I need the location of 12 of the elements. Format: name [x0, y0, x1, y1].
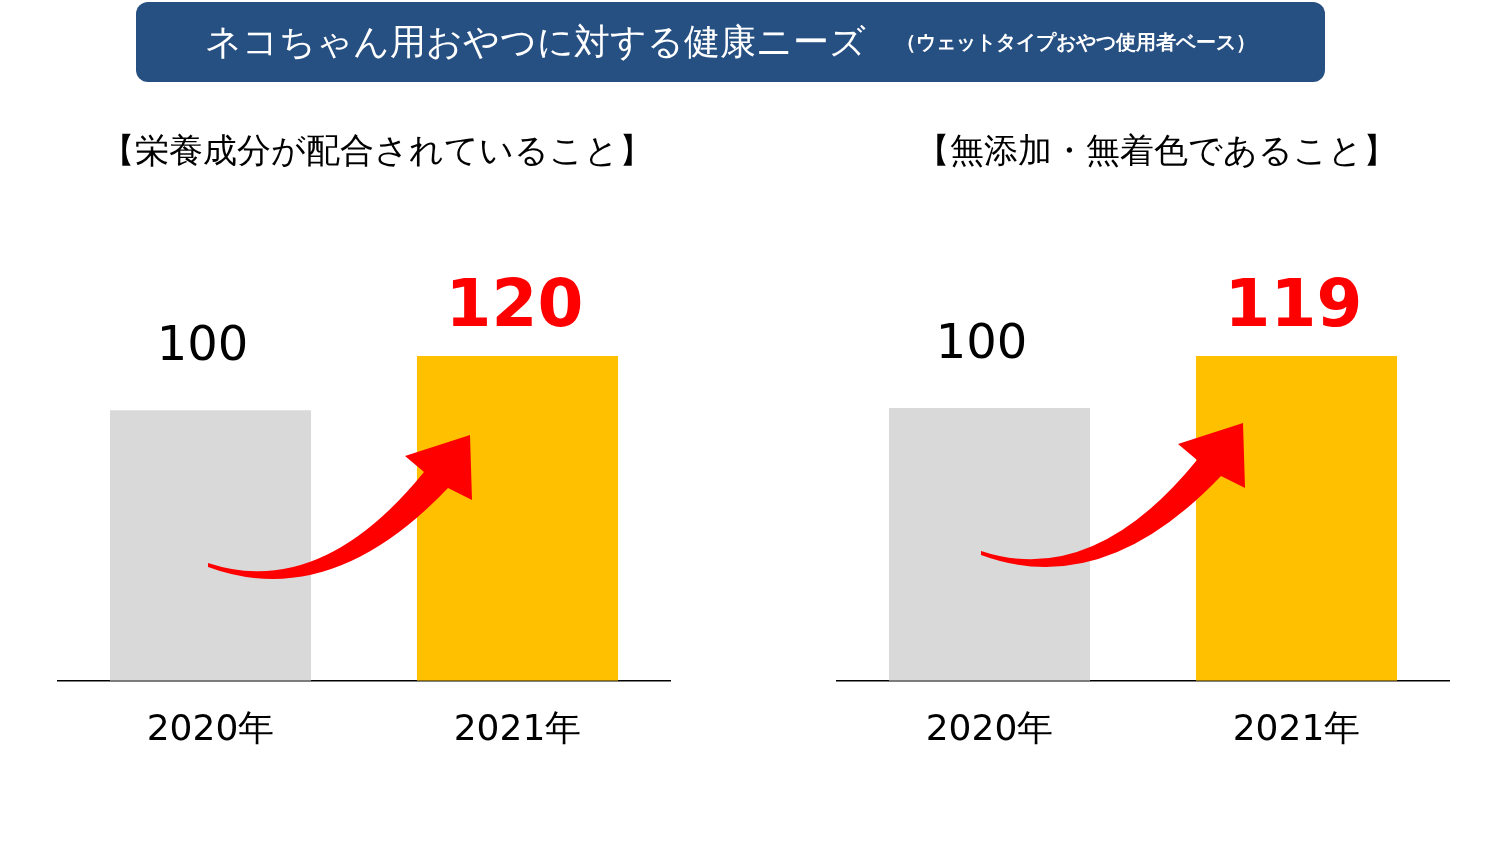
chart-title: 【栄養成分が配合されていること】 [101, 130, 653, 170]
x-tick-label: 2020年 [146, 706, 275, 748]
x-tick-label: 2021年 [453, 706, 582, 748]
x-tick-label: 2020年 [925, 706, 1054, 748]
data-label: 120 [445, 265, 584, 343]
data-label: 119 [1224, 265, 1363, 343]
chart-title: 【無添加・無着色であること】 [915, 130, 1397, 170]
data-label: 100 [935, 312, 1028, 369]
x-tick-label: 2021年 [1232, 706, 1361, 748]
data-label: 100 [156, 315, 249, 372]
text: ネコちゃん用おやつに対する健康ニーズ [205, 19, 866, 64]
text: （ウェットタイプおやつ使用者ベース） [896, 28, 1256, 56]
